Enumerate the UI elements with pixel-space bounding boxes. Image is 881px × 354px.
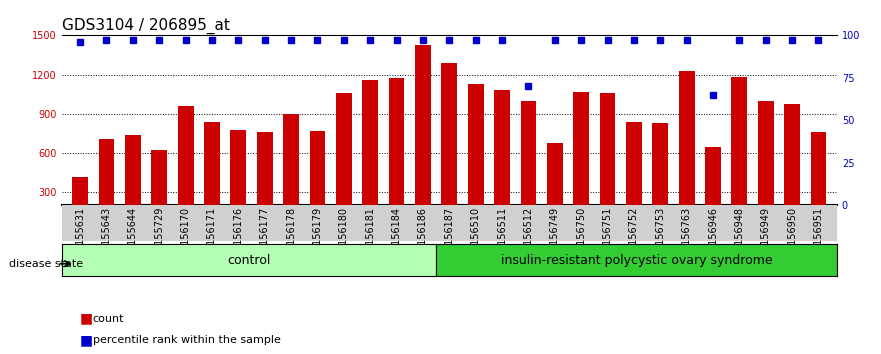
Bar [231, 130, 247, 232]
Bar [152, 150, 167, 232]
Bar [494, 90, 510, 232]
Bar [256, 132, 272, 232]
Text: GSM156170: GSM156170 [181, 207, 190, 266]
Text: GSM155631: GSM155631 [75, 207, 85, 266]
Text: GSM156949: GSM156949 [761, 207, 771, 266]
Text: GSM156171: GSM156171 [207, 207, 217, 266]
Text: GSM156178: GSM156178 [286, 207, 296, 266]
Text: GSM156948: GSM156948 [735, 207, 744, 266]
Text: ■: ■ [79, 312, 93, 326]
Bar [362, 80, 378, 232]
Text: GSM156176: GSM156176 [233, 207, 243, 266]
Text: percentile rank within the sample: percentile rank within the sample [93, 335, 280, 345]
Bar [72, 177, 88, 232]
Text: GSM156950: GSM156950 [787, 207, 797, 266]
Bar [336, 93, 352, 232]
Text: control: control [227, 254, 270, 267]
Text: GDS3104 / 206895_at: GDS3104 / 206895_at [62, 18, 230, 34]
Bar [784, 104, 800, 232]
Text: GSM156751: GSM156751 [603, 207, 612, 266]
Bar [468, 84, 484, 232]
Bar [547, 143, 563, 232]
Bar [678, 71, 694, 232]
Bar [125, 135, 141, 232]
Text: GSM156186: GSM156186 [418, 207, 428, 266]
Text: GSM156510: GSM156510 [470, 207, 481, 266]
Bar [415, 45, 431, 232]
Text: ■: ■ [79, 333, 93, 347]
Bar [811, 132, 826, 232]
Text: GSM156187: GSM156187 [444, 207, 455, 266]
Text: GSM156750: GSM156750 [576, 207, 586, 266]
Text: GSM155643: GSM155643 [101, 207, 112, 266]
Text: insulin-resistant polycystic ovary syndrome: insulin-resistant polycystic ovary syndr… [500, 254, 773, 267]
Text: GSM156177: GSM156177 [260, 207, 270, 266]
Text: disease state: disease state [9, 259, 83, 269]
Bar [441, 63, 457, 232]
Text: GSM156511: GSM156511 [497, 207, 507, 266]
Bar [521, 101, 537, 232]
Text: GSM156184: GSM156184 [391, 207, 402, 266]
Text: GSM156752: GSM156752 [629, 207, 639, 267]
Text: GSM156180: GSM156180 [339, 207, 349, 266]
Text: count: count [93, 314, 124, 324]
Text: GSM156512: GSM156512 [523, 207, 533, 266]
Bar [705, 147, 721, 232]
Bar [99, 139, 115, 232]
Text: GSM156946: GSM156946 [708, 207, 718, 266]
Text: GSM155644: GSM155644 [128, 207, 137, 266]
Bar [652, 123, 668, 232]
Text: GSM156181: GSM156181 [366, 207, 375, 266]
Text: GSM155729: GSM155729 [154, 207, 164, 267]
Bar [574, 92, 589, 232]
Text: GSM156179: GSM156179 [313, 207, 322, 266]
Bar [626, 122, 642, 232]
Bar [600, 93, 616, 232]
Bar [309, 131, 325, 232]
Bar [389, 78, 404, 232]
Bar [731, 77, 747, 232]
Bar [283, 114, 299, 232]
Text: GSM156763: GSM156763 [682, 207, 692, 266]
Text: GSM156753: GSM156753 [655, 207, 665, 266]
Text: GSM156749: GSM156749 [550, 207, 559, 266]
Bar [178, 106, 194, 232]
Bar [758, 101, 774, 232]
Bar [204, 122, 220, 232]
Text: GSM156951: GSM156951 [813, 207, 824, 266]
